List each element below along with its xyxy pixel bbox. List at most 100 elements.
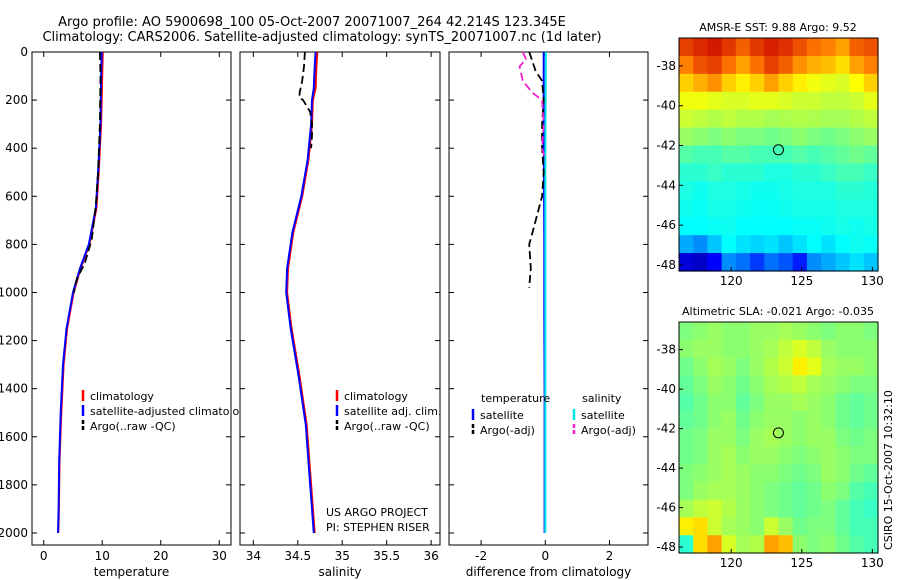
sst-heat-cell xyxy=(835,91,851,111)
difference-series-argo_mag xyxy=(518,51,547,161)
sla-heat-cell xyxy=(679,428,694,447)
sla-heat-cell xyxy=(764,481,780,501)
depth-ytick-label: 800 xyxy=(5,237,28,251)
sst-heat-cell xyxy=(792,181,808,200)
sla-heat-cell xyxy=(863,535,879,554)
sst-heat-cell xyxy=(778,217,794,236)
sla-heat-cell xyxy=(835,375,851,394)
sla-heat-cell xyxy=(778,339,794,359)
sst-heat-cell xyxy=(764,55,780,75)
sst-heat-cell xyxy=(679,199,694,218)
sla-heat-cell xyxy=(693,393,709,412)
sla-heat-cell xyxy=(806,393,822,412)
sla-heat-cell xyxy=(750,499,765,519)
sst-heat-cell xyxy=(849,38,865,57)
sla-heat-cell xyxy=(863,464,879,483)
sst-heat-cell xyxy=(835,235,851,254)
sla-heat-cell xyxy=(863,517,879,536)
sla-heat-cell xyxy=(679,499,694,519)
salinity-xtick-label: 34.5 xyxy=(284,549,311,563)
sst-heat-cell xyxy=(806,73,822,93)
depth-ytick-label: 600 xyxy=(5,189,28,203)
project-annotation: PI: STEPHEN RISER xyxy=(326,521,430,534)
sst-heat-cell xyxy=(735,38,751,57)
sla-heat-cell xyxy=(707,517,723,536)
sla-heat-cell xyxy=(849,357,865,376)
sst-heat-cell xyxy=(707,109,723,129)
sst-heat-cell xyxy=(806,109,822,129)
sst-heat-cell xyxy=(821,181,836,200)
sst-heat-cell xyxy=(778,199,794,218)
sla-heat-cell xyxy=(778,446,794,465)
sst-heat-cell xyxy=(707,38,723,57)
sst-heat-cell xyxy=(707,181,723,200)
sst-heat-cell xyxy=(735,91,751,111)
salinity-series-sat xyxy=(285,51,317,534)
sst-heat-cell xyxy=(849,91,865,111)
sst-heat-cell xyxy=(721,91,737,111)
sst-heat-cell xyxy=(792,145,808,165)
sla-heat-cell xyxy=(792,393,808,412)
sst-heat-cell xyxy=(721,109,737,129)
sla-heat-cell xyxy=(835,339,851,359)
sla-heat-cell xyxy=(721,499,737,519)
sst-argo-position-marker xyxy=(772,144,784,156)
sst-heat-cell xyxy=(679,127,694,147)
sla-heat-cell xyxy=(792,535,808,554)
sst-heat-cell xyxy=(792,127,808,147)
sla-heat-cell xyxy=(806,410,822,430)
sst-heat-cell xyxy=(863,91,879,111)
sst-heat-cell xyxy=(849,181,865,200)
sla-heat-cell xyxy=(693,322,709,341)
sla-lon-tick-label: 125 xyxy=(790,556,813,570)
sla-heat-cell xyxy=(721,339,737,359)
sla-heat-cell xyxy=(693,499,709,519)
sla-lat-tick-label: -48 xyxy=(656,540,676,554)
sla-heat-cell xyxy=(821,410,836,430)
sst-heat-cell xyxy=(693,109,709,129)
sst-heat-cell xyxy=(806,217,822,236)
sst-heat-cell xyxy=(693,127,709,147)
sst-heat-cell xyxy=(792,163,808,182)
sst-heat-cell xyxy=(764,38,780,57)
sst-heat-cell xyxy=(778,127,794,147)
sla-heat-cell xyxy=(806,446,822,465)
salinity-xlabel: salinity xyxy=(318,565,361,579)
sla-heat-cell xyxy=(863,357,879,376)
sla-heat-cell xyxy=(693,428,709,447)
sla-heat-cell xyxy=(835,499,851,519)
sla-heat-cell xyxy=(735,410,751,430)
sla-heat-cell xyxy=(721,375,737,394)
figure-title-line2: Climatology: CARS2006. Satellite-adjuste… xyxy=(42,30,601,45)
sla-heat-cell xyxy=(778,535,794,554)
temperature-xlabel: temperature xyxy=(94,565,169,579)
sla-heat-cell xyxy=(806,499,822,519)
sla-heat-cell xyxy=(806,339,822,359)
sst-heat-cell xyxy=(693,55,709,75)
depth-ytick-label: 2000 xyxy=(0,526,28,540)
sst-map-frame xyxy=(678,37,879,272)
depth-ytick-label: 1800 xyxy=(0,478,28,492)
sst-heat-cell xyxy=(849,217,865,236)
sst-heat-cell xyxy=(750,163,765,182)
sla-heat-cell xyxy=(792,517,808,536)
sst-heat-cell xyxy=(707,91,723,111)
sst-heat-cell xyxy=(806,181,822,200)
sla-heat-cell xyxy=(707,322,723,341)
diff-legend-title-salinity: salinity xyxy=(582,392,622,405)
sla-heat-cell xyxy=(721,517,737,536)
sla-heat-cell xyxy=(849,481,865,501)
sla-heat-cell xyxy=(764,517,780,536)
sla-heat-cell xyxy=(764,393,780,412)
sst-lon-tick-label: 125 xyxy=(790,274,813,288)
sst-heat-cell xyxy=(835,55,851,75)
sst-lon-tick-label: 120 xyxy=(720,274,743,288)
salinity-xtick-label: 36 xyxy=(423,549,438,563)
sla-heat-cell xyxy=(835,410,851,430)
sst-heat-cell xyxy=(778,109,794,129)
sla-heat-cell xyxy=(693,375,709,394)
difference-xtick-label: -2 xyxy=(475,549,487,563)
sla-heat-cell xyxy=(806,517,822,536)
sst-heat-cell xyxy=(693,217,709,236)
difference-xtick-label: 2 xyxy=(606,549,614,563)
